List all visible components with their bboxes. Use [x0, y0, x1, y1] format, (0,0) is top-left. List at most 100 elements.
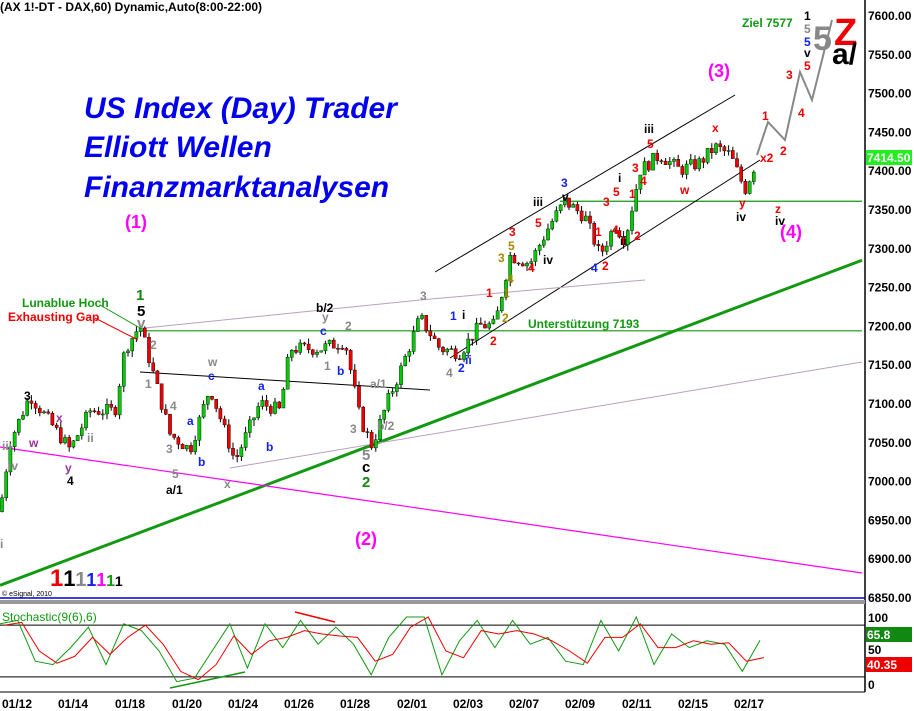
candle-body [399, 365, 403, 385]
wave-label: 2 [458, 361, 465, 375]
candle-body [306, 343, 311, 351]
degree-legend-item: 1 [50, 565, 63, 592]
candle-body [458, 358, 462, 360]
candle-body [487, 323, 492, 329]
candle-body [218, 408, 223, 420]
wave-label: 1 [804, 9, 811, 23]
y-tick-label: 6900.00 [868, 552, 912, 566]
candle-body [424, 315, 429, 332]
candle-body [256, 406, 261, 419]
candle-body [605, 245, 609, 252]
gray-line [419, 279, 646, 301]
y-tick-label: 7400.00 [868, 164, 912, 178]
candle-body [575, 204, 580, 212]
wave-label: v [804, 46, 811, 60]
wave-label: 3 [420, 289, 427, 303]
wave-label: 2 [634, 229, 641, 243]
wave-label: c [208, 369, 215, 383]
wave-label: iv [543, 253, 553, 267]
candle-body [84, 411, 88, 429]
candle-body [495, 310, 500, 320]
candle-body [428, 330, 433, 337]
stoch-y-tick: 100 [868, 611, 888, 625]
x-tick-label: 02/15 [678, 697, 708, 711]
candle-body [500, 297, 504, 311]
projection-path [756, 19, 833, 156]
candle-body [642, 161, 647, 176]
x-tick-label: 01/26 [284, 697, 314, 711]
y-tick-label: 7550.00 [868, 48, 912, 62]
x-tick-label: 01/14 [58, 697, 88, 711]
brand-line-2: Elliott Wellen [84, 131, 272, 164]
candle-body [117, 385, 122, 416]
candle-body [8, 446, 13, 473]
candle-body [105, 404, 109, 415]
wave-label: i [618, 171, 621, 185]
brand-line-1: US Index (Day) Trader [84, 92, 397, 125]
wave-label: 1 [762, 109, 769, 123]
candle-body [197, 416, 202, 441]
wave-label: 4 [591, 261, 598, 275]
wave-label: y [65, 461, 72, 475]
candle-body [79, 427, 84, 436]
candle-body [453, 348, 458, 359]
candle-body [38, 407, 42, 414]
candle-body [470, 338, 475, 341]
candle-body [567, 197, 571, 208]
wave-label: 2 [502, 311, 509, 325]
candle-body [357, 386, 361, 408]
wave-label: b [198, 455, 205, 469]
wave-label: 5 [172, 467, 179, 481]
channel-upper-line [434, 94, 736, 273]
candle-body [184, 445, 189, 450]
wave-label: 5 [804, 35, 811, 49]
candle-body [390, 391, 395, 394]
candle-body [579, 210, 584, 222]
candle-body [113, 407, 118, 416]
candle-body [134, 331, 139, 339]
candle-body [689, 159, 693, 165]
degree-legend-item: 1 [106, 573, 115, 590]
candle-body [88, 410, 92, 413]
candle-body [17, 418, 21, 433]
wave-label: b/2 [316, 301, 334, 315]
candle-body [290, 350, 294, 358]
candle-body [584, 215, 588, 222]
panel-divider [0, 600, 865, 604]
candle-body [529, 261, 533, 264]
candle-body [294, 350, 298, 353]
candle-body [273, 401, 277, 414]
candle-body [269, 406, 273, 414]
candle-body [386, 393, 391, 411]
candle-body [466, 338, 471, 354]
candle-body [563, 197, 567, 206]
candle-body [697, 158, 701, 170]
wave-label: x [224, 477, 231, 491]
candle-body [617, 230, 622, 238]
wave-label: 5 [362, 447, 370, 464]
candle-body [663, 160, 668, 165]
candle-body [281, 389, 286, 409]
candle-body [449, 348, 454, 350]
candle-body [92, 410, 97, 413]
candle-body [138, 327, 143, 332]
wave-label: b/2 [377, 419, 395, 433]
candle-body [676, 159, 680, 167]
x-tick-label: 02/17 [734, 697, 764, 711]
candle-body [247, 419, 252, 433]
wave-label: 4 [446, 366, 453, 380]
candle-body [655, 152, 659, 161]
candle-body [222, 418, 227, 426]
candle-body [395, 384, 399, 392]
wave-label: 3 [24, 389, 31, 403]
wave-label: 1 [136, 287, 144, 304]
arrow-line [94, 317, 139, 341]
y-tick-label: 7450.00 [868, 125, 912, 139]
candle-body [726, 150, 731, 152]
big-wave-z: Z [834, 12, 857, 54]
wave-label: 5 [613, 185, 620, 199]
candle-body [54, 424, 59, 428]
wave-label: 4 [507, 272, 514, 286]
wave-label: 3 [166, 442, 173, 456]
candle-body [311, 349, 315, 355]
